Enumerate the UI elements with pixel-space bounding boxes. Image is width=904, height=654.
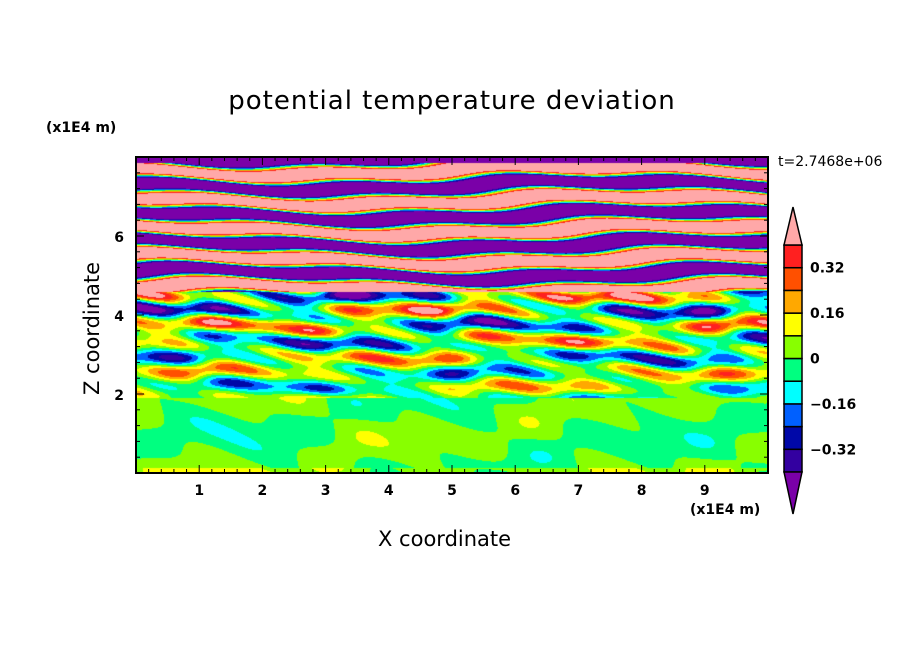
x-unit-label: (x1E4 m) [690,502,761,518]
y-tick-label: 2 [114,388,124,404]
colorbar-extend-bottom [783,471,803,515]
x-tick-label: 2 [258,483,268,499]
colorbar-bin [783,448,803,473]
colorbar-tick-label: 0 [810,352,820,368]
colorbar-bin [783,335,803,360]
y-tick-label: 6 [114,230,124,246]
x-tick-label: 6 [510,483,520,499]
contour-field [136,157,768,473]
x-tick-label: 4 [384,483,394,499]
x-tick-label: 9 [700,483,710,499]
colorbar-extend-top [783,206,803,246]
x-tick-label: 3 [321,483,331,499]
x-tick-label: 1 [194,483,204,499]
x-tick-label: 8 [637,483,647,499]
colorbar-bin [783,312,803,337]
x-axis-label: X coordinate [378,527,512,551]
colorbar-tick-label: 0.32 [810,261,845,277]
colorbar-bin [783,289,803,314]
colorbar-tick-label: 0.16 [810,306,845,322]
colorbar-tick-label: −0.32 [810,442,856,458]
x-tick-label: 5 [447,483,457,499]
colorbar-bin [783,357,803,382]
y-tick-label: 4 [114,309,124,325]
colorbar-tick-label: −0.16 [810,397,856,413]
colorbar-bin [783,266,803,292]
x-tick-label: 7 [574,483,584,499]
z-unit-label: (x1E4 m) [46,120,117,136]
colorbar-bin [783,244,803,269]
colorbar-bin [783,380,803,405]
colorbar-bin [783,425,803,451]
time-label: t=2.7468e+06 [778,154,883,170]
colorbar-bin [783,403,803,428]
chart-title: potential temperature deviation [228,86,676,116]
plot-frame [135,156,769,474]
